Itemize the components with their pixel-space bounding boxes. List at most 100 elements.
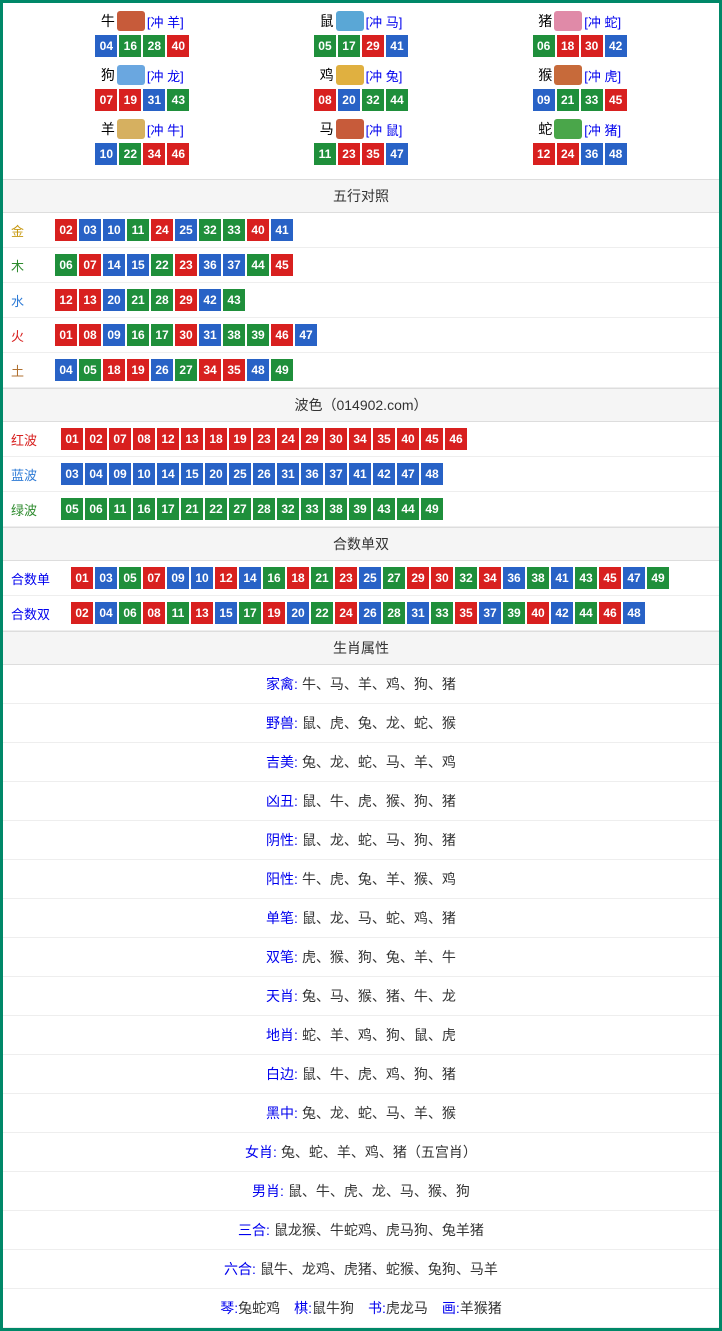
attr-val: 鼠龙猴、牛蛇鸡、虎马狗、兔羊猪 bbox=[274, 1220, 484, 1240]
number-ball: 07 bbox=[143, 567, 165, 589]
number-ball: 29 bbox=[175, 289, 197, 311]
number-ball: 33 bbox=[431, 602, 453, 624]
attr-val: 兔、马、猴、猪、牛、龙 bbox=[302, 986, 456, 1006]
number-ball: 22 bbox=[119, 143, 141, 165]
attr-key: 天肖: bbox=[266, 986, 298, 1006]
kv-row: 土 04051819262734354849 bbox=[3, 353, 719, 388]
number-ball: 05 bbox=[119, 567, 141, 589]
number-ball: 45 bbox=[599, 567, 621, 589]
number-ball: 08 bbox=[133, 428, 155, 450]
zodiac-cell: 狗[冲 龙]07193143 bbox=[33, 61, 252, 115]
attr-row: 三合:鼠龙猴、牛蛇鸡、虎马狗、兔羊猪 bbox=[3, 1211, 719, 1250]
attr-row: 单笔:鼠、龙、马、蛇、鸡、猪 bbox=[3, 899, 719, 938]
number-ball: 33 bbox=[301, 498, 323, 520]
number-ball: 07 bbox=[95, 89, 117, 111]
zodiac-label-row: 鼠[冲 马] bbox=[252, 11, 471, 31]
number-ball: 29 bbox=[362, 35, 384, 57]
page-frame: 牛[冲 羊]04162840鼠[冲 马]05172941猪[冲 蛇]061830… bbox=[0, 0, 722, 1331]
number-ball: 32 bbox=[455, 567, 477, 589]
number-ball: 35 bbox=[223, 359, 245, 381]
number-ball: 17 bbox=[338, 35, 360, 57]
kv-row: 合数单0103050709101214161821232527293032343… bbox=[3, 561, 719, 596]
attr-row: 白边:鼠、牛、虎、鸡、狗、猪 bbox=[3, 1055, 719, 1094]
number-ball: 43 bbox=[373, 498, 395, 520]
number-ball: 20 bbox=[205, 463, 227, 485]
number-ball: 41 bbox=[271, 219, 293, 241]
attr-key: 画: bbox=[442, 1300, 460, 1316]
kv-label: 土 bbox=[11, 361, 45, 380]
number-ball: 23 bbox=[335, 567, 357, 589]
number-ball: 26 bbox=[253, 463, 275, 485]
number-ball: 30 bbox=[175, 324, 197, 346]
number-ball: 24 bbox=[277, 428, 299, 450]
zodiac-label-row: 猪[冲 蛇] bbox=[470, 11, 689, 31]
number-ball: 33 bbox=[223, 219, 245, 241]
number-ball: 01 bbox=[55, 324, 77, 346]
attr-row: 天肖:兔、马、猴、猪、牛、龙 bbox=[3, 977, 719, 1016]
zodiac-grid: 牛[冲 羊]04162840鼠[冲 马]05172941猪[冲 蛇]061830… bbox=[3, 3, 719, 179]
zodiac-cell: 猪[冲 蛇]06183042 bbox=[470, 7, 689, 61]
number-ball: 06 bbox=[85, 498, 107, 520]
number-ball: 13 bbox=[181, 428, 203, 450]
wave-body: 红波0102070812131819232429303435404546蓝波03… bbox=[3, 422, 719, 527]
number-ball: 06 bbox=[55, 254, 77, 276]
number-ball: 31 bbox=[143, 89, 165, 111]
attr-val: 兔蛇鸡 bbox=[238, 1300, 280, 1316]
number-ball: 12 bbox=[55, 289, 77, 311]
number-ball: 34 bbox=[479, 567, 501, 589]
number-ball: 46 bbox=[167, 143, 189, 165]
number-ball: 21 bbox=[127, 289, 149, 311]
number-ball: 11 bbox=[167, 602, 189, 624]
ball-run: 04051819262734354849 bbox=[55, 359, 293, 381]
attr-row: 地肖:蛇、羊、鸡、狗、鼠、虎 bbox=[3, 1016, 719, 1055]
number-ball: 22 bbox=[151, 254, 173, 276]
number-ball: 01 bbox=[71, 567, 93, 589]
number-ball: 42 bbox=[373, 463, 395, 485]
number-ball: 11 bbox=[314, 143, 336, 165]
zodiac-name: 猪 bbox=[538, 11, 552, 31]
zodiac-balls-row: 04162840 bbox=[33, 35, 252, 57]
attr-val: 虎龙马 bbox=[386, 1300, 428, 1316]
number-ball: 13 bbox=[191, 602, 213, 624]
attr-key: 野兽: bbox=[266, 713, 298, 733]
number-ball: 20 bbox=[103, 289, 125, 311]
number-ball: 22 bbox=[205, 498, 227, 520]
sum-parity-header: 合数单双 bbox=[3, 527, 719, 561]
number-ball: 14 bbox=[103, 254, 125, 276]
number-ball: 25 bbox=[359, 567, 381, 589]
number-ball: 06 bbox=[533, 35, 555, 57]
number-ball: 44 bbox=[247, 254, 269, 276]
number-ball: 36 bbox=[581, 143, 603, 165]
number-ball: 30 bbox=[431, 567, 453, 589]
number-ball: 46 bbox=[599, 602, 621, 624]
number-ball: 32 bbox=[277, 498, 299, 520]
number-ball: 38 bbox=[223, 324, 245, 346]
zodiac-label-row: 鸡[冲 兔] bbox=[252, 65, 471, 85]
zodiac-label-row: 蛇[冲 猪] bbox=[470, 119, 689, 139]
kv-row: 绿波05061116172122272832333839434449 bbox=[3, 492, 719, 527]
number-ball: 37 bbox=[479, 602, 501, 624]
kv-label: 合数单 bbox=[11, 569, 61, 588]
kv-row: 水1213202128294243 bbox=[3, 283, 719, 318]
zodiac-animal-icon bbox=[117, 11, 145, 31]
number-ball: 04 bbox=[55, 359, 77, 381]
number-ball: 41 bbox=[386, 35, 408, 57]
ball-run: 0102070812131819232429303435404546 bbox=[61, 428, 467, 450]
number-ball: 02 bbox=[85, 428, 107, 450]
zodiac-name: 羊 bbox=[101, 119, 115, 139]
number-ball: 10 bbox=[133, 463, 155, 485]
number-ball: 37 bbox=[325, 463, 347, 485]
number-ball: 16 bbox=[127, 324, 149, 346]
wave-header: 波色（014902.com） bbox=[3, 388, 719, 422]
attr-row: 黑中:兔、龙、蛇、马、羊、猴 bbox=[3, 1094, 719, 1133]
attr-val: 虎、猴、狗、兔、羊、牛 bbox=[302, 947, 456, 967]
number-ball: 10 bbox=[95, 143, 117, 165]
number-ball: 39 bbox=[247, 324, 269, 346]
number-ball: 08 bbox=[79, 324, 101, 346]
zodiac-animal-icon bbox=[554, 119, 582, 139]
attr-key: 阳性: bbox=[266, 869, 298, 889]
number-ball: 11 bbox=[109, 498, 131, 520]
zodiac-label-row: 牛[冲 羊] bbox=[33, 11, 252, 31]
number-ball: 23 bbox=[175, 254, 197, 276]
attr-footer-pair: 琴:兔蛇鸡 bbox=[220, 1298, 280, 1318]
